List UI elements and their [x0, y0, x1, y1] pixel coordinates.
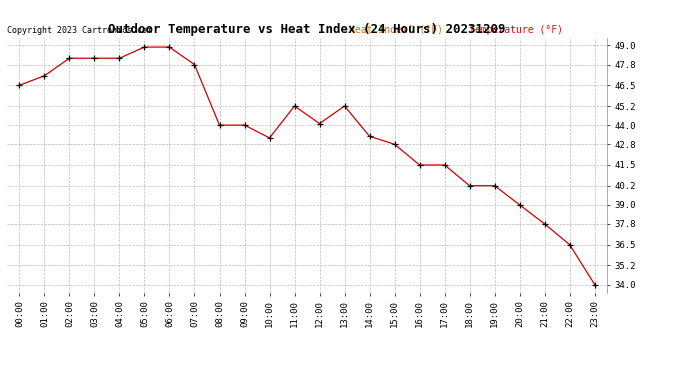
Title: Outdoor Temperature vs Heat Index (24 Hours) 20231209: Outdoor Temperature vs Heat Index (24 Ho…: [108, 23, 506, 36]
Text: Copyright 2023 Cartronics.com: Copyright 2023 Cartronics.com: [7, 26, 152, 35]
Text: Temperature (°F): Temperature (°F): [469, 25, 563, 35]
Text: Heat Index’ (°F): Heat Index’ (°F): [349, 25, 443, 35]
